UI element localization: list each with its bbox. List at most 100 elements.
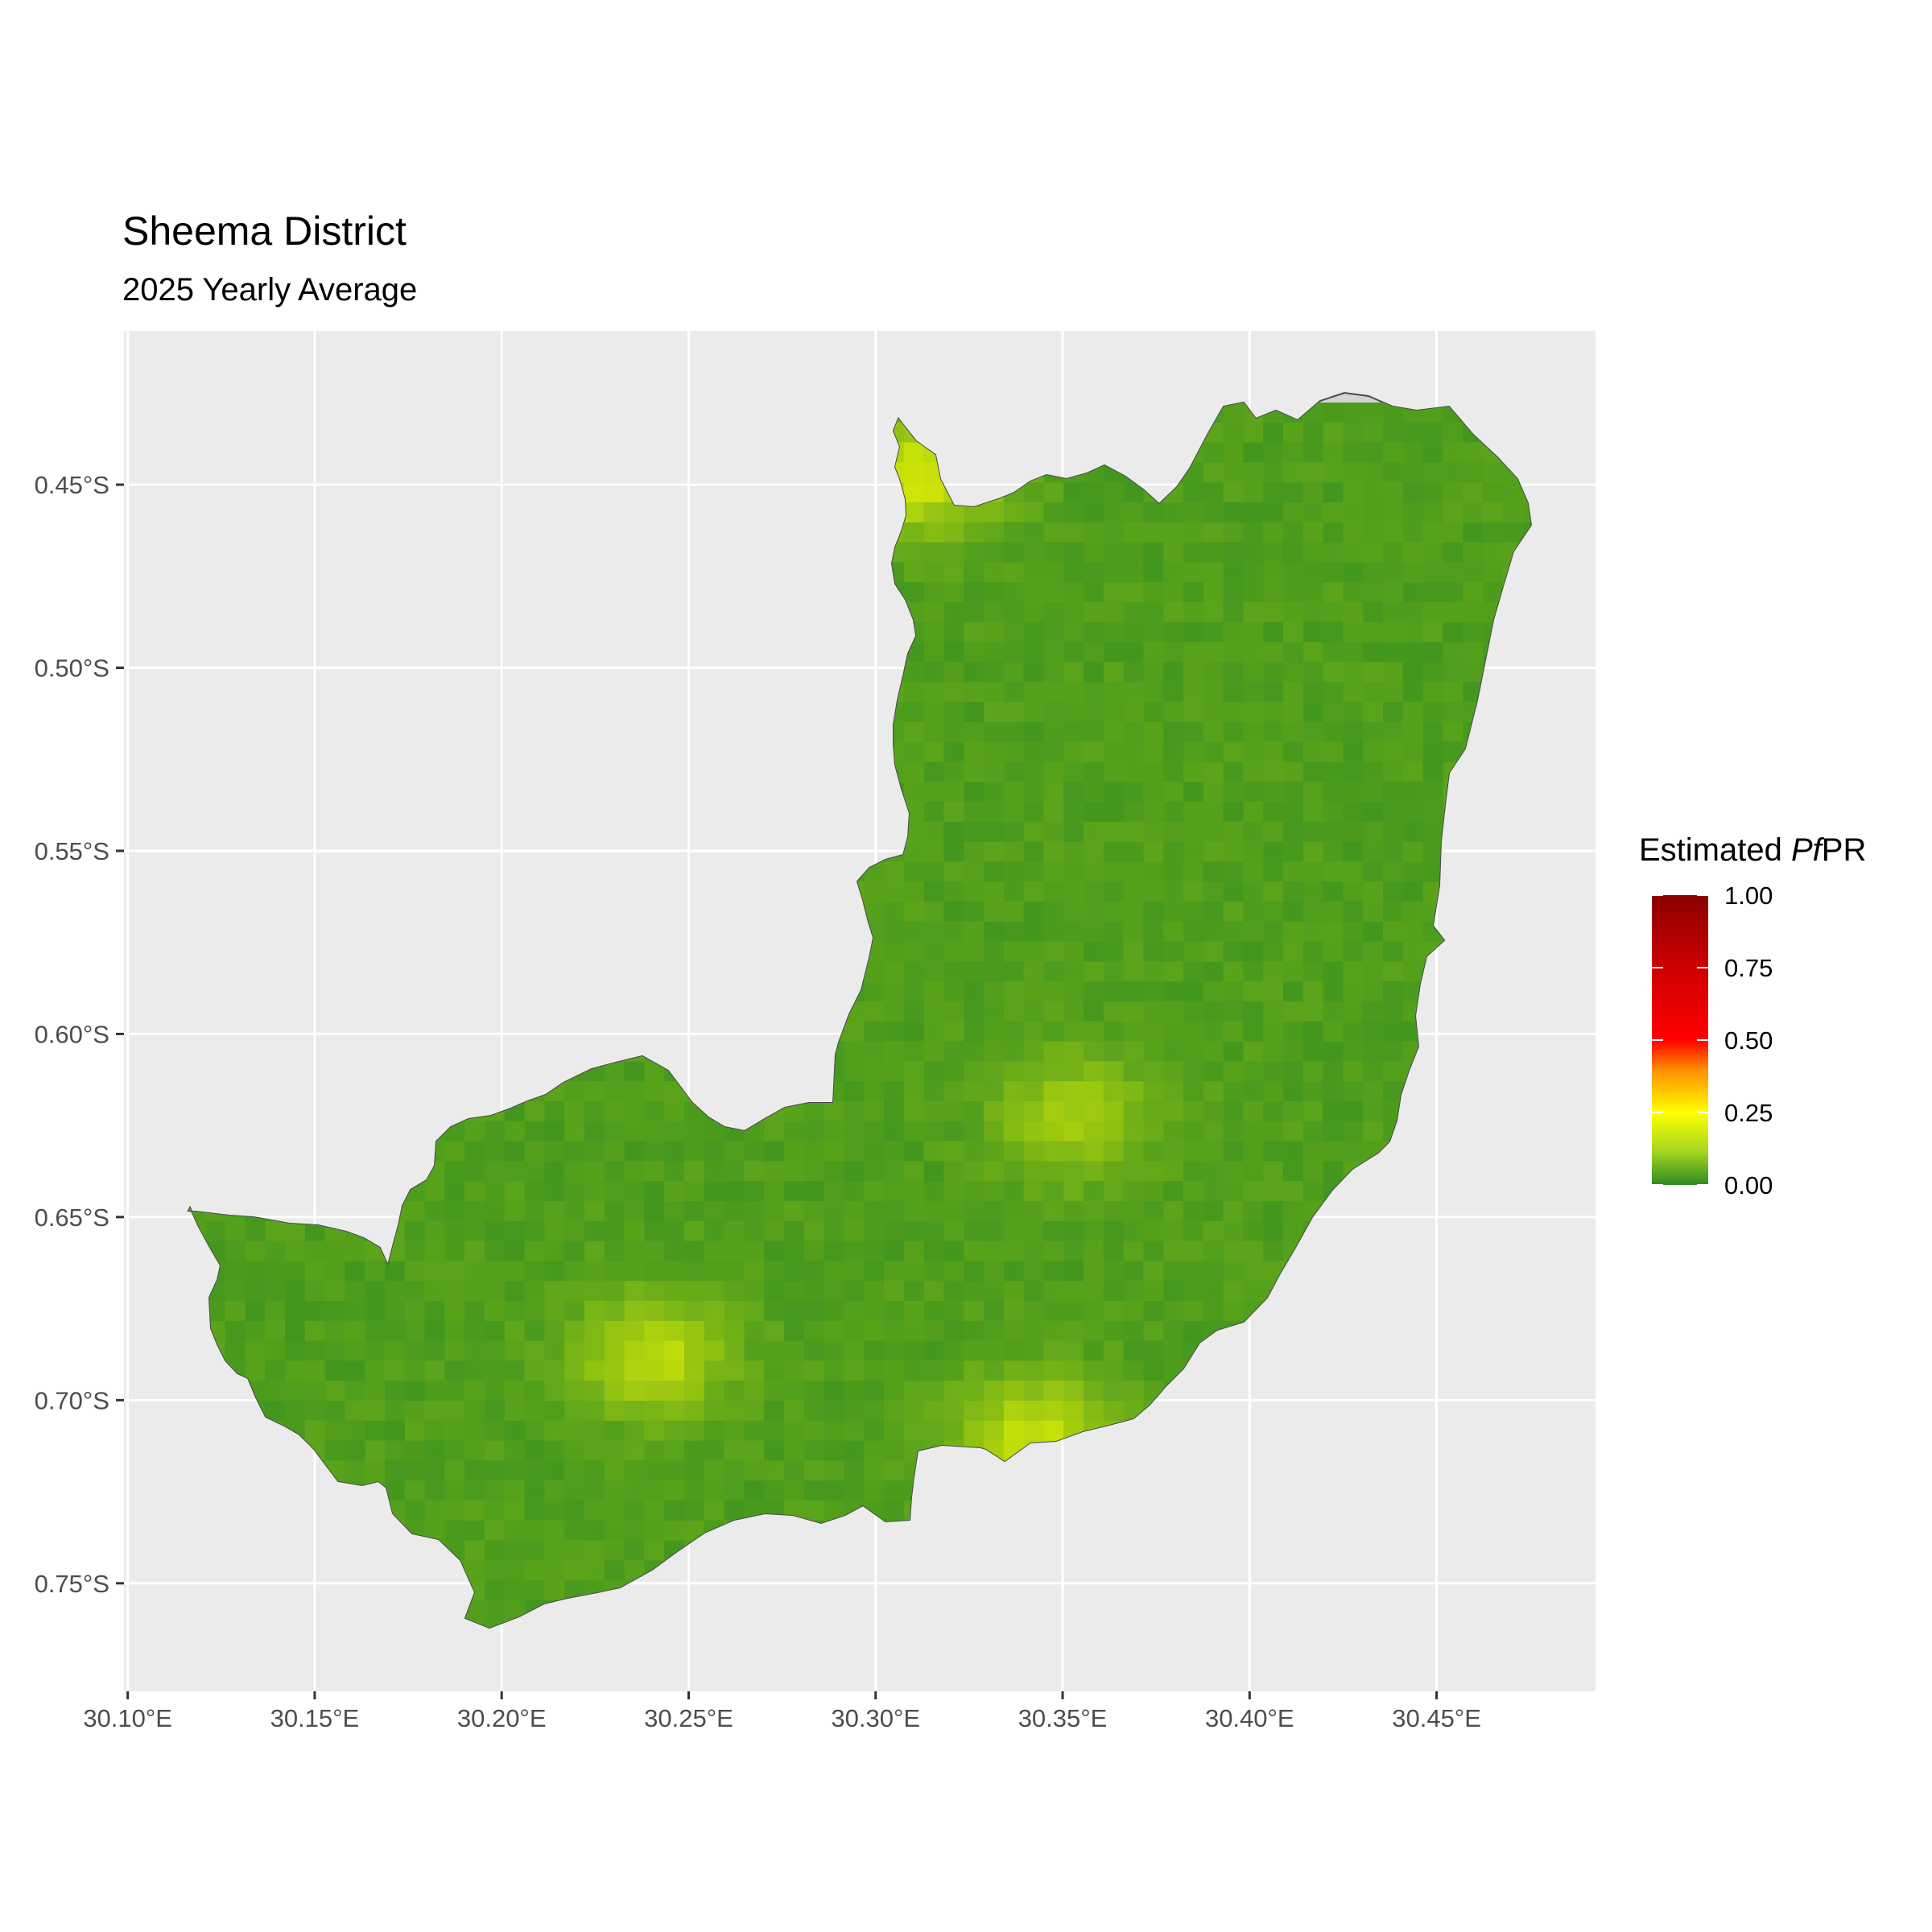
raster-cell [1043,1061,1064,1082]
raster-cell [345,1401,365,1422]
raster-cell [1203,762,1224,782]
raster-cell [644,1101,665,1122]
raster-cell [644,1121,665,1142]
raster-cell [1084,1161,1104,1182]
raster-cell [404,1420,426,1442]
raster-cell [943,1220,964,1242]
raster-cell [324,1420,345,1442]
raster-cell [1023,1021,1044,1042]
raster-cell [864,1041,885,1062]
raster-cell [984,621,1005,643]
raster-cell [1283,1101,1304,1122]
raster-cell [964,1081,985,1102]
raster-cell [365,1440,386,1461]
raster-cell [624,1320,645,1342]
raster-cell [1123,782,1144,803]
raster-cell [1183,621,1204,643]
raster-cell [1043,1041,1064,1062]
raster-cell [424,1320,445,1342]
raster-cell [1283,1121,1304,1142]
raster-cell [1343,981,1364,1002]
raster-cell [984,562,1005,583]
raster-cell [1063,1001,1084,1022]
raster-cell [1422,642,1443,663]
raster-cell [844,1101,865,1122]
raster-cell [365,1320,386,1342]
raster-cell [504,1320,526,1342]
raster-cell [1203,1021,1224,1042]
raster-cell [824,1301,844,1322]
raster-cell [844,1480,865,1501]
raster-cell [584,1141,605,1162]
raster-cell [1143,502,1164,523]
raster-cell [464,1401,485,1422]
raster-cell [704,1401,725,1422]
raster-cell [644,1201,665,1222]
raster-cell [964,1121,985,1142]
raster-cell [684,1301,705,1322]
raster-cell [1263,861,1284,882]
raster-cell [824,1201,844,1222]
raster-cell [1263,642,1284,663]
raster-cell [864,1320,885,1342]
raster-cell [1243,782,1264,803]
raster-cell [1203,721,1224,743]
raster-cell [285,1261,306,1282]
raster-cell [604,1101,625,1122]
raster-cell [1143,702,1164,723]
raster-cell [1223,841,1244,862]
legend-title: Estimated PfPR [1639,832,1866,869]
raster-cell [1123,1340,1144,1361]
raster-cell [1103,482,1125,503]
raster-cell [404,1201,426,1222]
raster-cell [943,522,964,543]
raster-cell [1343,1001,1364,1022]
raster-cell [803,1181,825,1202]
raster-cell [644,1401,665,1422]
raster-cell [544,1161,565,1182]
raster-cell [644,1141,665,1162]
raster-cell [524,1201,545,1222]
raster-cell [1343,721,1364,743]
raster-cell [564,1141,585,1162]
raster-cell [664,1261,685,1282]
raster-cell [1103,1401,1125,1422]
raster-cell [584,1540,605,1561]
raster-cell [1143,1041,1164,1062]
raster-cell [923,502,944,523]
raster-cell [1343,662,1364,683]
raster-cell [524,1181,545,1202]
raster-cell [923,562,944,583]
raster-cell [1302,621,1324,643]
raster-cell [544,1201,565,1222]
raster-cell [1383,682,1404,703]
raster-cell [1143,1001,1164,1022]
raster-cell [764,1360,785,1381]
raster-cell [1003,1301,1025,1322]
raster-cell [824,1141,844,1162]
raster-cell [943,1041,964,1062]
raster-cell [1243,1261,1264,1282]
raster-cell [1302,721,1324,743]
raster-cell [1323,802,1344,823]
raster-cell [1283,462,1304,483]
raster-cell [984,1340,1005,1361]
raster-cell [1023,1220,1044,1242]
raster-cell [923,621,944,643]
raster-cell [1383,542,1404,563]
raster-cell [684,1121,705,1142]
raster-cell [1422,542,1443,563]
raster-cell [524,1460,545,1481]
raster-cell [1163,1121,1184,1142]
raster-cell [1163,562,1184,583]
raster-cell [1463,662,1484,683]
raster-cell [1363,442,1384,463]
raster-cell [1263,1241,1284,1261]
raster-cell [903,1261,925,1282]
raster-cell [324,1320,345,1342]
raster-cell [824,1220,844,1242]
raster-cell [1084,1181,1104,1202]
raster-cell [1422,682,1443,703]
raster-cell [1383,1061,1404,1082]
raster-cell [884,1340,905,1361]
